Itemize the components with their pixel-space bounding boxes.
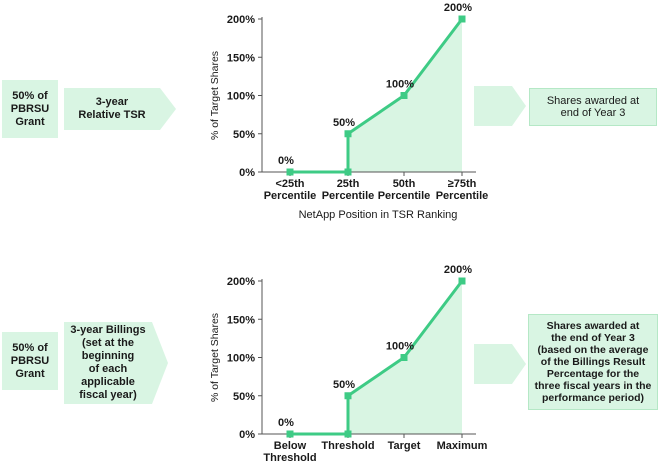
bottom-chart-data-label: 0%	[278, 417, 294, 429]
top-chart-data-label: 200%	[444, 2, 472, 14]
bottom-chart-x-tick-label-line2: Threshold	[263, 452, 316, 464]
top-metric-label: 3-year Relative TSR	[78, 96, 146, 121]
bottom-chart-y-tick-label: 50%	[233, 391, 255, 403]
bottom-result-box: Shares awarded at the end of Year 3 (bas…	[528, 314, 658, 410]
top-metric-arrow: 3-year Relative TSR	[64, 88, 176, 130]
top-chart-y-tick-label: 150%	[227, 52, 255, 64]
top-grant-box: 50% of PBRSU Grant	[2, 80, 58, 138]
top-chart-x-tick-label: 25th	[337, 178, 360, 190]
top-chart: 0% 50% 100% 150% 200% % of Target Shares <25th…	[209, 2, 489, 221]
top-chart-y-tick-label: 100%	[227, 91, 255, 103]
top-chart-data-point	[344, 130, 352, 138]
bottom-chart-data-point	[400, 354, 408, 361]
bottom-chart-data-label: 200%	[444, 264, 472, 276]
top-chart-data-label: 50%	[333, 117, 355, 129]
bottom-chart-data-point	[344, 430, 352, 438]
top-chart-data-point	[344, 168, 352, 176]
top-chart-y-tick-label: 200%	[227, 14, 255, 26]
top-chart-x-tick-label: <25th	[275, 178, 304, 190]
top-output-arrow	[474, 86, 526, 126]
bottom-chart-data-point	[344, 392, 352, 400]
top-chart-area-fill	[290, 19, 462, 172]
bottom-chart-y-tick-label: 150%	[227, 314, 255, 326]
top-result-label: Shares awarded at end of Year 3	[546, 95, 640, 119]
top-chart-data-point	[400, 92, 408, 99]
bottom-chart-x-tick-label: Target	[388, 440, 421, 452]
bottom-chart-y-tick-label: 100%	[227, 353, 255, 365]
top-chart-x-tick-label-line2: Percentile	[322, 190, 375, 202]
top-result-box: Shares awarded at end of Year 3	[529, 88, 657, 126]
bottom-chart-x-tick-label: Threshold	[321, 440, 374, 452]
bottom-grant-box: 50% of PBRSU Grant	[2, 332, 58, 390]
bottom-chart-y-tick-label: 200%	[227, 276, 255, 288]
top-chart-data-label: 0%	[278, 155, 294, 167]
bottom-chart-y-axis-label: % of Target Shares	[209, 313, 221, 402]
top-grant-label: 50% of PBRSU Grant	[10, 89, 50, 128]
bottom-result-label: Shares awarded at the end of Year 3 (bas…	[534, 320, 652, 404]
bottom-chart-data-label: 100%	[386, 341, 414, 353]
top-chart-data-point	[458, 15, 466, 23]
top-chart-x-tick-label-line2: Percentile	[436, 190, 489, 202]
top-chart-data-point	[286, 168, 294, 176]
top-chart-y-tick-label: 50%	[233, 129, 255, 141]
top-chart-x-axis-label: NetApp Position in TSR Ranking	[299, 209, 458, 221]
top-chart-x-tick-label: 50th	[393, 178, 416, 190]
bottom-output-arrow	[474, 344, 526, 384]
bottom-chart-data-point	[286, 430, 294, 438]
top-chart-data-label: 100%	[386, 79, 414, 91]
bottom-chart: 0% 50% 100% 150% 200% % of Target Shares Below…	[209, 264, 488, 464]
bottom-metric-label: 3-year Billings (set at the beginning of…	[70, 324, 146, 401]
top-chart-x-tick-label: ≥75th	[448, 178, 477, 190]
top-chart-y-tick-label: 0%	[239, 167, 255, 179]
bottom-grant-label: 50% of PBRSU Grant	[10, 341, 50, 380]
top-chart-x-tick-label-line2: Percentile	[264, 190, 317, 202]
bottom-chart-x-tick-label: Below	[274, 440, 307, 452]
bottom-chart-x-tick-label: Maximum	[437, 440, 488, 452]
bottom-metric-arrow: 3-year Billings (set at the beginning of…	[64, 322, 168, 404]
bottom-chart-data-point	[458, 277, 466, 285]
bottom-chart-data-label: 50%	[333, 379, 355, 391]
bottom-chart-area-fill	[290, 281, 462, 434]
top-chart-x-tick-label-line2: Percentile	[378, 190, 431, 202]
bottom-chart-y-tick-label: 0%	[239, 429, 255, 441]
top-chart-y-axis-label: % of Target Shares	[209, 51, 221, 140]
